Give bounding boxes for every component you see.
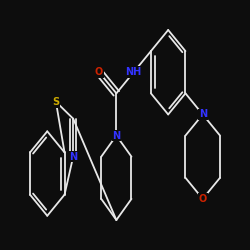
Text: O: O	[198, 194, 207, 204]
Text: NH: NH	[126, 67, 142, 77]
Text: N: N	[199, 110, 207, 120]
Text: N: N	[112, 130, 120, 140]
Text: O: O	[95, 67, 103, 77]
Text: S: S	[52, 97, 60, 107]
Text: N: N	[69, 152, 77, 162]
